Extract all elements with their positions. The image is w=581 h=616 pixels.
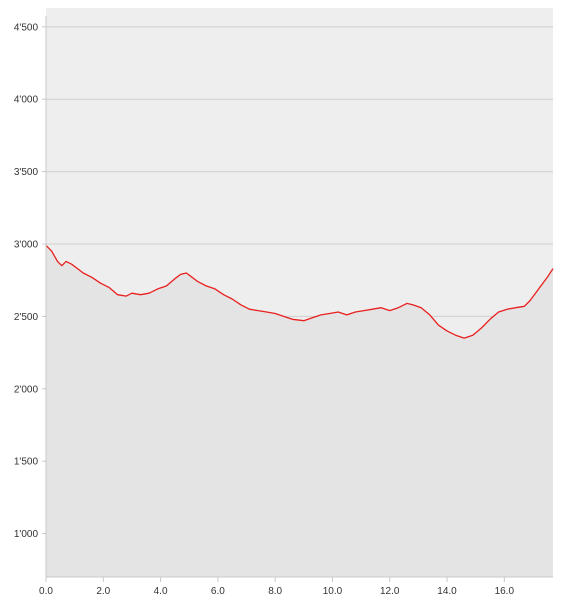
y-tick-label: 1'000 <box>14 529 39 540</box>
x-tick-label: 6.0 <box>211 586 225 597</box>
x-tick-label: 14.0 <box>437 586 457 597</box>
elevation-line <box>45 244 554 339</box>
y-tick-label: 2'000 <box>14 384 39 395</box>
y-axis-ticks: 1'000 1'500 2'000 2'500 3'000 3'500 4'000 4'500 <box>14 22 46 540</box>
y-tick-label: 3'000 <box>14 239 39 250</box>
x-tick-label: 4.0 <box>154 586 168 597</box>
x-axis-ticks: 0.0 2.0 4.0 6.0 8.0 10.0 12.0 14.0 16.0 <box>39 577 514 597</box>
y-tick-label: 2'500 <box>14 312 39 323</box>
x-tick-label: 8.0 <box>268 586 282 597</box>
y-tick-label: 4'000 <box>14 95 39 106</box>
elevation-area <box>46 245 553 577</box>
x-tick-label: 10.0 <box>323 586 343 597</box>
x-tick-label: 2.0 <box>96 586 110 597</box>
x-tick-label: 16.0 <box>495 586 515 597</box>
x-tick-label: 0.0 <box>39 586 53 597</box>
x-tick-label: 12.0 <box>380 586 400 597</box>
y-tick-label: 3'500 <box>14 167 39 178</box>
y-tick-label: 4'500 <box>14 22 39 33</box>
y-tick-label: 1'500 <box>14 457 39 468</box>
